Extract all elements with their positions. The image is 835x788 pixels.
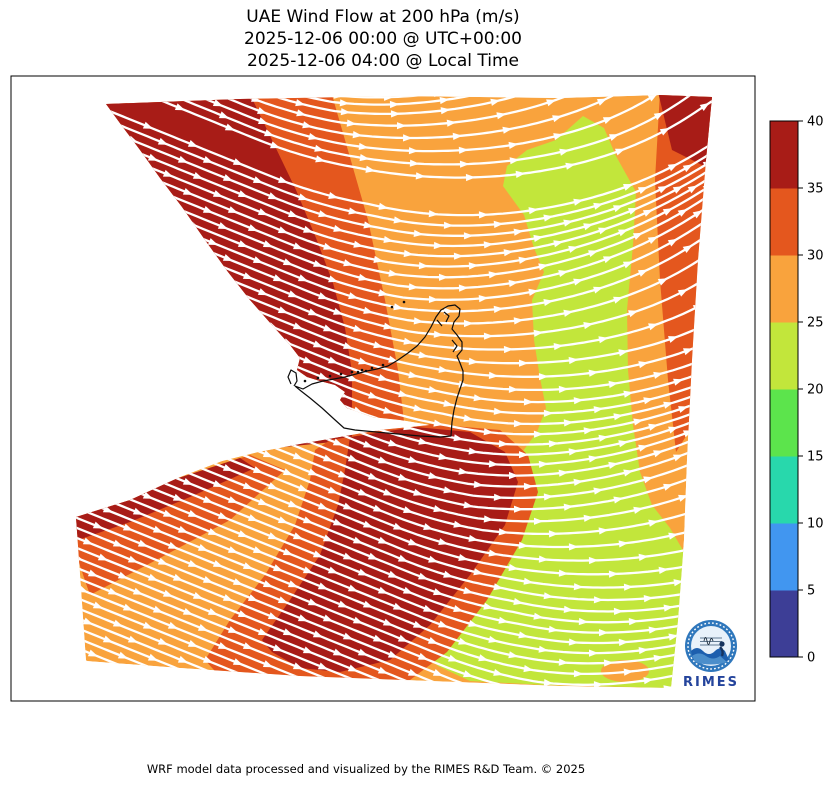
- colorbar-segment: [770, 121, 798, 189]
- chart-title-block: UAE Wind Flow at 200 hPa (m/s) 2025-12-0…: [0, 6, 766, 72]
- chart-subtitle-utc: 2025-12-06 00:00 @ UTC+00:00: [244, 29, 522, 49]
- colorbar-tick-label: 5: [807, 584, 815, 599]
- colorbar-tick-label: 40: [807, 115, 824, 130]
- rimes-logo-label: RIMES: [683, 675, 739, 690]
- colorbar-tick-label: 10: [807, 517, 824, 532]
- uae-coastline: [287, 300, 464, 438]
- chart-subtitle-local: 2025-12-06 04:00 @ Local Time: [246, 51, 520, 71]
- colorbar-segment: [770, 523, 798, 591]
- colorbar: 0 5 10 15 20 25 30 35 40: [769, 115, 824, 666]
- colorbar-tick-label: 25: [807, 316, 824, 331]
- axes-border: [10, 75, 756, 702]
- colorbar-segment: [770, 322, 798, 390]
- colorbar-segment: [770, 389, 798, 457]
- colorbar-tick-label: 15: [807, 450, 824, 465]
- contour-fill-layer: [76, 95, 712, 688]
- footer-credit: WRF model data processed and visualized …: [146, 762, 586, 776]
- colorbar-segment: [770, 188, 798, 256]
- colorbar-segment: [770, 590, 798, 658]
- colorbar-tick-label: 20: [807, 383, 824, 398]
- colorbar-tick-label: 0: [807, 651, 815, 666]
- rimes-logo: RIMES: [683, 619, 739, 690]
- chart-title: UAE Wind Flow at 200 hPa (m/s): [246, 7, 520, 27]
- colorbar-segment: [770, 456, 798, 524]
- colorbar-tick-label: 35: [807, 182, 824, 197]
- colorbar-segment: [770, 255, 798, 323]
- colorbar-tick-label: 30: [807, 249, 824, 264]
